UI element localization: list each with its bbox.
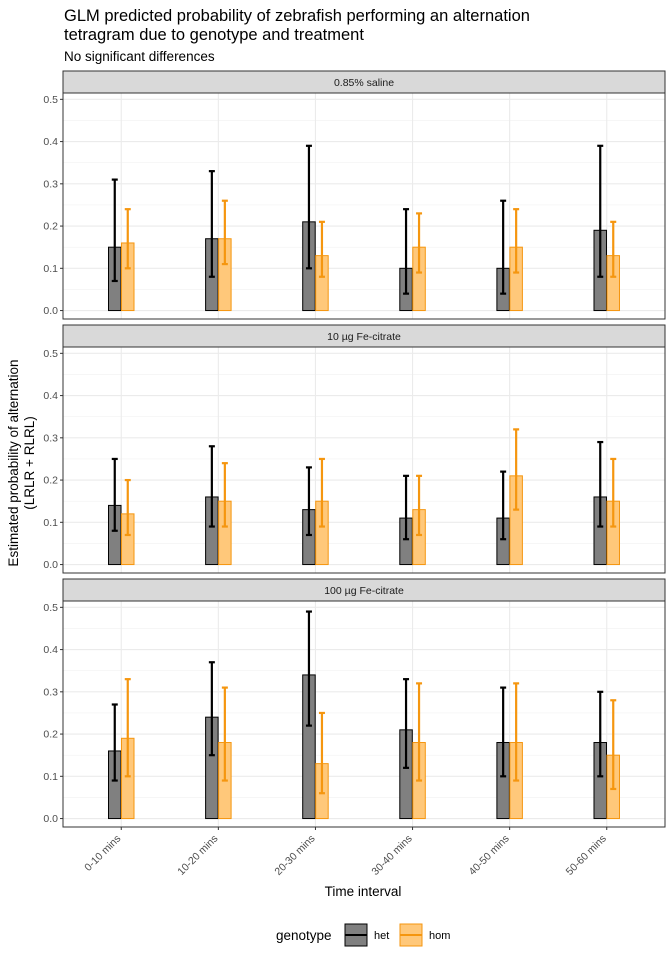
y-tick-label: 0.5 <box>43 602 58 614</box>
chart-title: GLM predicted probability of zebrafish p… <box>64 7 530 44</box>
panel-background <box>63 347 665 573</box>
legend: genotype het hom <box>276 923 450 947</box>
y-tick-label: 0.2 <box>43 221 58 233</box>
y-tick-label: 0.4 <box>43 390 58 402</box>
panel-border <box>62 600 666 828</box>
y-axis-label-line-1: Estimated probability of alternation <box>6 359 21 566</box>
y-tick-label: 0.4 <box>43 644 58 656</box>
chart-title-line-2: tetragram due to genotype and treatment <box>64 26 364 44</box>
y-tick-label: 0.1 <box>43 263 58 275</box>
chart-subtitle: No significant differences <box>64 49 215 64</box>
facet-panel: 10 µg Fe-citrate 0.0 0.1 0.2 0.3 0.4 0.5 <box>43 324 666 574</box>
y-tick-label: 0.0 <box>43 813 58 825</box>
chart-title-line-1: GLM predicted probability of zebrafish p… <box>64 7 530 25</box>
legend-title: genotype <box>276 928 332 943</box>
facet-strip-label: 100 µg Fe-citrate <box>324 585 404 597</box>
y-tick-label: 0.0 <box>43 559 58 571</box>
legend-item-het: het <box>344 923 389 947</box>
y-tick-label: 0.2 <box>43 475 58 487</box>
facet-strip-label: 10 µg Fe-citrate <box>327 331 401 343</box>
y-tick-label: 0.4 <box>43 136 58 148</box>
facet-strip-label: 0.85% saline <box>334 77 394 89</box>
legend-label-het: het <box>374 930 389 942</box>
y-tick-label: 0.5 <box>43 348 58 360</box>
y-tick-label: 0.5 <box>43 94 58 106</box>
y-tick-label: 0.1 <box>43 771 58 783</box>
panel-background <box>63 93 665 319</box>
y-tick-label: 0.1 <box>43 517 58 529</box>
y-tick-label: 0.3 <box>43 432 58 444</box>
legend-label-hom: hom <box>429 930 450 942</box>
x-axis-label: Time interval <box>325 884 402 899</box>
y-tick-label: 0.2 <box>43 729 58 741</box>
y-tick-label: 0.0 <box>43 305 58 317</box>
y-tick-label: 0.3 <box>43 686 58 698</box>
y-axis-label-line-2: (LRLR + RLRL) <box>22 416 37 509</box>
legend-item-hom: hom <box>399 923 450 947</box>
panel-border <box>62 92 666 320</box>
panel-background <box>63 601 665 827</box>
y-tick-label: 0.3 <box>43 178 58 190</box>
facet-panel: 100 µg Fe-citrate 0.0 0.1 0.2 0.3 0.4 0.5 <box>43 578 666 828</box>
facet-panel: 0.85% saline 0.0 0.1 0.2 0.3 0.4 0.5 <box>43 70 666 320</box>
y-axis-label: Estimated probability of alternation (LR… <box>6 359 37 566</box>
panel-border <box>62 346 666 574</box>
